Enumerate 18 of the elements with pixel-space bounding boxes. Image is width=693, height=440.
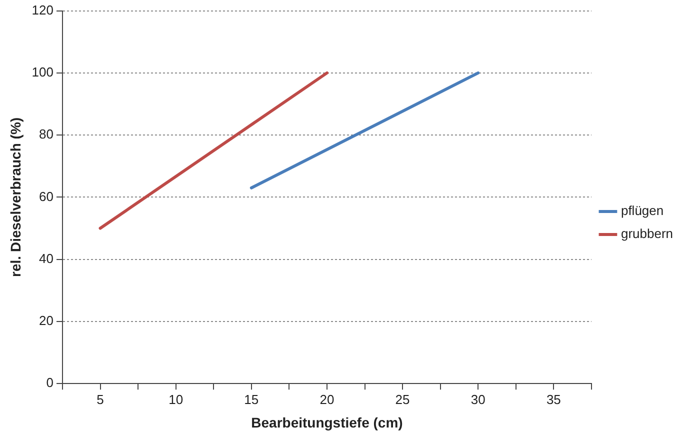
- x-tick-label: 30: [470, 392, 486, 407]
- y-tick-label: 40: [39, 250, 54, 266]
- x-tick-label: 15: [244, 392, 259, 407]
- y-tick-label: 120: [32, 2, 54, 18]
- x-tick-label: 5: [96, 392, 104, 407]
- y-tick-label: 100: [32, 64, 54, 80]
- y-tick-label: 60: [39, 188, 54, 204]
- legend-label: grubbern: [620, 226, 674, 242]
- y-tick-label: 0: [46, 375, 54, 390]
- x-tick-label: 10: [168, 392, 184, 407]
- x-tick-label: 35: [546, 392, 561, 407]
- y-tick-label: 80: [39, 126, 54, 142]
- x-tick-label: 20: [320, 392, 334, 407]
- x-axis-title: Bearbeitungstiefe (cm): [251, 414, 403, 430]
- legend-label: pflügen: [620, 203, 664, 218]
- y-tick-label: 20: [39, 313, 54, 328]
- y-axis-title: rel. Dieselverbrauch (%): [7, 117, 24, 277]
- x-tick-label: 25: [395, 392, 410, 407]
